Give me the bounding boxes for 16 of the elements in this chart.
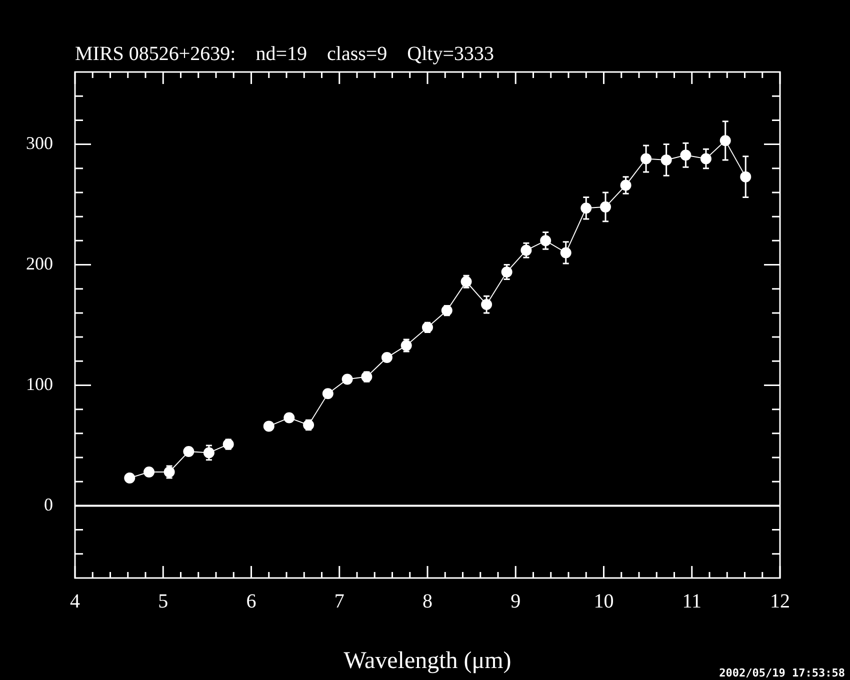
x-tick-label: 9 — [510, 590, 521, 612]
y-tick-label: 300 — [26, 133, 53, 154]
x-tick-label: 11 — [682, 590, 702, 612]
text: 2002/05/19 17:53:58 — [719, 666, 845, 680]
x-tick-label: 10 — [594, 590, 614, 612]
x-axis-title: Wavelength (μm) — [344, 648, 512, 674]
y-tick-label: 100 — [26, 374, 53, 394]
chart-title: MIRS 08526+2639: nd=19 class=9 Qlty=3333 — [75, 43, 494, 65]
x-tick-label: 4 — [70, 590, 80, 612]
x-tick-label: 7 — [334, 590, 344, 612]
x-tick-label: 5 — [158, 590, 168, 612]
x-tick-label: 6 — [246, 590, 256, 612]
y-tick-label: 0 — [44, 494, 53, 514]
x-tick-label: 12 — [770, 590, 790, 612]
y-tick-label: 200 — [26, 253, 53, 274]
x-tick-label: 8 — [422, 590, 432, 612]
